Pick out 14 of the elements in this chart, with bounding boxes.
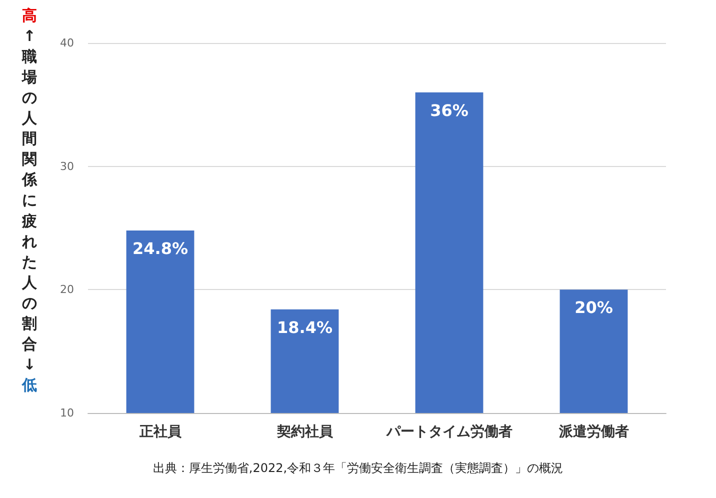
y-tick-label: 10 bbox=[60, 406, 74, 420]
x-tick-label: 正社員 bbox=[138, 424, 182, 440]
data-label: 20% bbox=[574, 298, 613, 318]
x-tick-label: 派遣労働者 bbox=[558, 424, 629, 440]
y-tick-label: 40 bbox=[60, 36, 74, 50]
data-label: 24.8% bbox=[132, 238, 188, 258]
y-tick-label: 30 bbox=[60, 160, 74, 173]
text: 高↑職場の人間関係に疲れた人の割合↓低 bbox=[22, 6, 37, 394]
data-label: 18.4% bbox=[276, 318, 333, 337]
source-note: 出典：厚生労働省,2022,令和３年「労働安全衛生調査（実態調査）」の概況 bbox=[152, 461, 564, 475]
x-tick-label: 契約社員 bbox=[276, 424, 334, 440]
y-tick-label: 20 bbox=[60, 283, 74, 296]
data-label: 36% bbox=[430, 100, 468, 120]
x-tick-label: パートタイム労働者 bbox=[385, 424, 512, 440]
